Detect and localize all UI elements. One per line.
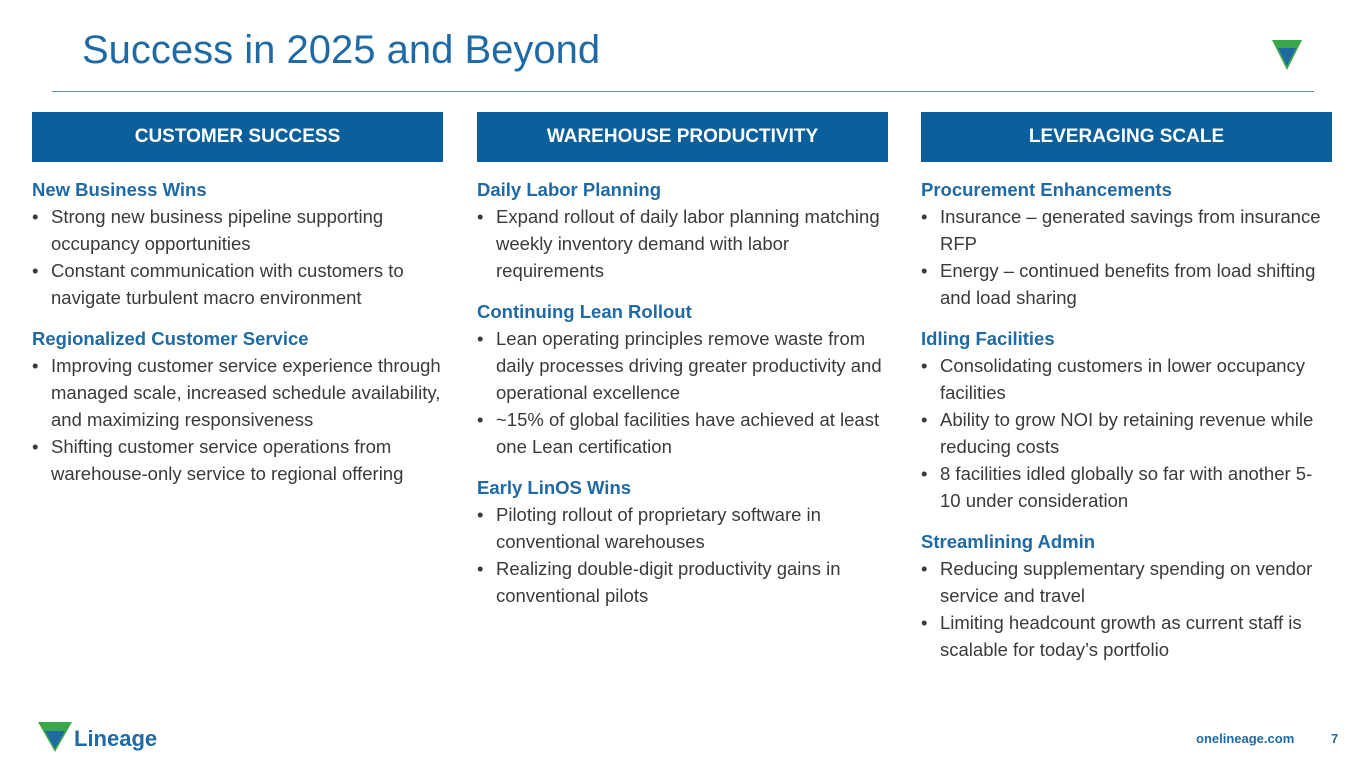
section: Procurement Enhancements Insurance – gene… [921,176,1332,311]
section-heading: Early LinOS Wins [477,477,632,498]
bullet: Expand rollout of daily labor planning m… [477,203,888,284]
bullet: Improving customer service experience th… [32,352,443,433]
slide-title: Success in 2025 and Beyond [82,28,601,72]
corner-logo [1272,40,1302,70]
column-header: CUSTOMER SUCCESS [32,112,443,162]
section: Continuing Lean Rollout Lean operating pr… [477,298,888,460]
bullet: Piloting rollout of proprietary software… [477,501,888,555]
footer-url: onelineage.com [1196,731,1295,746]
section-heading: New Business Wins [32,179,207,200]
bullet: Energy – continued benefits from load sh… [921,257,1332,311]
bullet: Realizing double-digit productivity gain… [477,555,888,609]
column-header: WAREHOUSE PRODUCTIVITY [477,112,888,162]
bullet: Limiting headcount growth as current sta… [921,609,1332,663]
column: WAREHOUSE PRODUCTIVITY Daily Labor Planni… [477,112,888,609]
bullet: Consolidating customers in lower occupan… [921,352,1332,406]
section-heading: Streamlining Admin [921,531,1096,552]
page-number: 7 [1331,731,1339,746]
footer-logo-mark [38,722,72,752]
section-heading: Regionalized Customer Service [32,328,309,349]
bullet: Constant communication with customers to… [32,257,443,311]
column: CUSTOMER SUCCESS New Business Wins Strong … [32,112,443,487]
section: Early LinOS Wins Piloting rollout of prop… [477,474,888,609]
column: LEVERAGING SCALE Procurement Enhancements… [921,112,1332,663]
bullet: Shifting customer service operations fro… [32,433,443,487]
section: Idling Facilities Consolidating customers… [921,325,1332,514]
section-heading: Procurement Enhancements [921,179,1172,200]
section: New Business Wins Strong new business pip… [32,176,443,311]
column-header: LEVERAGING SCALE [921,112,1332,162]
section-heading: Idling Facilities [921,328,1055,349]
bullet: Ability to grow NOI by retaining revenue… [921,406,1332,460]
bullet: Lean operating principles remove waste f… [477,325,888,406]
section: Regionalized Customer Service Improving c… [32,325,443,487]
section: Daily Labor Planning Expand rollout of da… [477,176,888,284]
bullet: Insurance – generated savings from insur… [921,203,1332,257]
bullet: ~15% of global facilities have achieved … [477,406,888,460]
title-rule [52,91,1314,92]
footer-logo-text: Lineage [74,726,158,751]
section: Streamlining Admin Reducing supplementary… [921,528,1332,663]
bullet: 8 facilities idled globally so far with … [921,460,1332,514]
section-heading: Continuing Lean Rollout [477,301,692,322]
section-heading: Daily Labor Planning [477,179,661,200]
bullet: Reducing supplementary spending on vendo… [921,555,1332,609]
bullet: Strong new business pipeline supporting … [32,203,443,257]
